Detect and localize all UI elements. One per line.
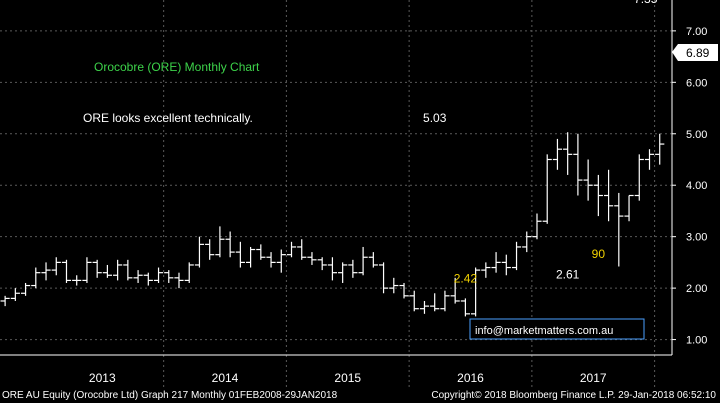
ohlc-bar <box>235 241 245 268</box>
watermark-box: info@marketmatters.com.au <box>469 318 645 340</box>
ohlc-bar <box>153 267 164 283</box>
ohlc-bar <box>430 293 440 312</box>
ohlc-bar <box>624 194 634 222</box>
ohlc-bar <box>563 132 573 175</box>
ohlc-bar <box>276 249 286 273</box>
y-tick-label: 4.00 <box>686 180 707 192</box>
x-tick-label: 2015 <box>334 371 361 385</box>
ohlc-bar <box>205 239 215 260</box>
ohlc-bar <box>143 272 153 286</box>
y-tick-label: 3.00 <box>686 232 707 244</box>
ohlc-bar <box>603 169 614 222</box>
ohlc-bar <box>133 270 143 283</box>
annotation-label: 5.03 <box>423 111 447 125</box>
x-axis: 2013 2014 2015 2016 2017 <box>0 354 672 385</box>
ohlc-bar <box>286 241 297 258</box>
ohlc-bar <box>266 252 276 268</box>
ohlc-bar <box>31 267 41 289</box>
ohlc-bar <box>348 259 358 278</box>
y-tick-label: 2.00 <box>686 283 707 295</box>
ohlc-bar <box>593 174 603 217</box>
ohlc-bar <box>92 259 102 278</box>
last-price-tag: 6.89 <box>672 44 718 61</box>
ohlc-bar <box>61 259 72 283</box>
ohlc-bar <box>644 149 655 170</box>
y-axis: 1.00 2.00 3.00 4.00 5.00 6.00 7.00 <box>671 0 707 355</box>
ohlc-bar <box>215 226 225 258</box>
ohlc-bar <box>542 154 552 224</box>
ohlc-bar <box>184 262 194 283</box>
ohlc-bar <box>82 257 92 283</box>
ohlc-bar <box>72 275 82 286</box>
last-price-label: 6.89 <box>686 46 710 60</box>
ohlc-bar <box>378 262 389 294</box>
grid-lines <box>0 0 672 389</box>
annotation-label: 2.61 <box>556 268 580 282</box>
ohlc-bar <box>471 267 481 317</box>
ohlc-bar <box>389 277 399 294</box>
ohlc-bar <box>327 257 338 281</box>
y-tick-label: 1.00 <box>686 335 707 347</box>
ohlc-bar <box>399 282 409 299</box>
ohlc-bar <box>419 300 430 314</box>
watermark-text: info@marketmatters.com.au <box>475 325 613 337</box>
annotations: 5.03 2.42 2.61 90 7.35 <box>423 0 658 286</box>
ohlc-bar <box>460 298 470 317</box>
ohlc-bar <box>409 290 419 312</box>
ohlc-bar <box>511 241 522 271</box>
ohlc-bar <box>174 272 184 289</box>
ohlc-bar <box>655 133 665 165</box>
x-tick-label: 2013 <box>89 371 116 385</box>
ohlc-bar <box>123 259 133 281</box>
x-tick-label: 2017 <box>580 371 607 385</box>
ohlc-bar <box>41 262 51 281</box>
ohlc-bar <box>297 239 307 260</box>
x-tick-label: 2016 <box>457 371 484 385</box>
ohlc-bar <box>522 231 532 253</box>
ohlc-bar <box>317 257 327 271</box>
ohlc-bar <box>532 213 542 240</box>
ohlc-bar <box>256 244 266 260</box>
ohlc-bar <box>20 282 31 296</box>
ohlc-bar <box>573 133 583 196</box>
ohlc-bar <box>51 257 61 276</box>
ohlc-bar <box>552 138 563 170</box>
ohlc-bar <box>634 154 644 201</box>
footer-bar: ORE AU Equity (Orocobre Ltd) Graph 217 M… <box>0 389 720 403</box>
ohlc-bar <box>358 246 368 276</box>
ohlc-bars <box>0 132 665 317</box>
annotation-label: 7.35 <box>634 0 658 6</box>
ohlc-bar <box>614 192 624 267</box>
ohlc-bar <box>440 290 450 312</box>
y-tick-label: 6.00 <box>686 77 707 89</box>
ohlc-bar <box>164 270 174 283</box>
ohlc-bar <box>368 252 378 268</box>
y-tick-label: 5.00 <box>686 129 707 141</box>
ohlc-bar <box>307 252 317 265</box>
chart-subtitle: ORE looks excellent technically. <box>83 111 253 125</box>
ohlc-bar <box>194 236 205 268</box>
ohlc-bar <box>338 262 348 283</box>
ohlc-bar <box>583 159 593 201</box>
chart-title: Orocobre (ORE) Monthly Chart <box>94 60 260 74</box>
ohlc-bar <box>245 246 256 268</box>
annotation-label: 90 <box>592 247 606 261</box>
ohlc-bar <box>10 288 20 301</box>
x-tick-label: 2014 <box>212 371 239 385</box>
ohlc-bar <box>102 264 112 278</box>
ohlc-bar <box>450 277 460 304</box>
ohlc-bar <box>225 231 235 258</box>
ohlc-bar <box>113 259 123 281</box>
footer-ticker-info: ORE AU Equity (Orocobre Ltd) Graph 217 M… <box>2 390 338 401</box>
ohlc-bar <box>491 252 501 273</box>
ohlc-bar <box>501 254 511 276</box>
y-tick-label: 7.00 <box>686 26 707 38</box>
annotation-label: 2.42 <box>454 272 478 286</box>
ohlc-bar <box>481 262 491 278</box>
ohlc-bar <box>0 295 10 307</box>
footer-copyright: Copyright© 2018 Bloomberg Finance L.P. 2… <box>431 390 716 401</box>
